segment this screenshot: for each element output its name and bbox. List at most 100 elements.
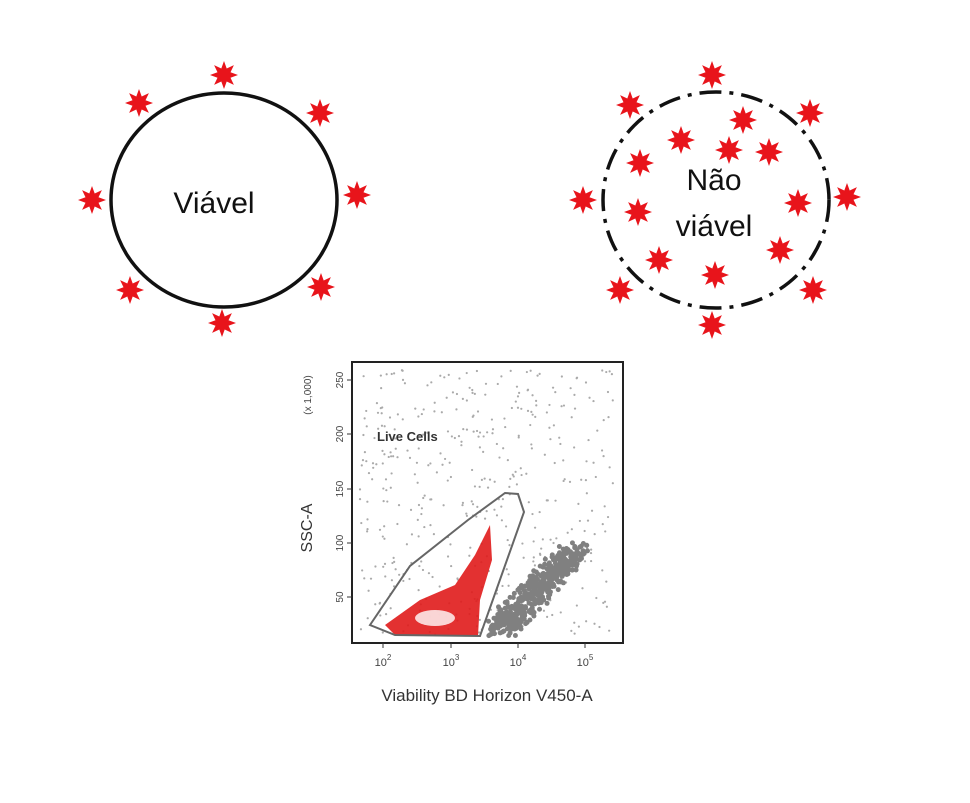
event-dot bbox=[471, 391, 474, 394]
event-dot bbox=[429, 498, 432, 501]
event-dot bbox=[478, 485, 481, 488]
event-dot bbox=[398, 573, 401, 576]
event-dot bbox=[443, 457, 447, 461]
dead-cell-dot bbox=[504, 615, 510, 621]
event-dot bbox=[435, 471, 438, 474]
dead-cell-dot bbox=[569, 540, 575, 546]
event-dot bbox=[363, 577, 366, 580]
y-axis-multiplier: (x 1,000) bbox=[303, 375, 314, 414]
event-dot bbox=[568, 480, 572, 483]
event-dot bbox=[427, 572, 431, 575]
event-dot bbox=[473, 485, 477, 488]
event-dot bbox=[525, 370, 528, 374]
event-dot bbox=[367, 471, 371, 475]
dead-cell-dot bbox=[530, 573, 536, 579]
event-dot bbox=[605, 580, 608, 583]
y-tick-label: 250 bbox=[335, 371, 346, 388]
dead-cell-dot bbox=[580, 551, 586, 557]
event-dot bbox=[563, 478, 566, 481]
event-dot bbox=[449, 475, 453, 479]
event-dot bbox=[458, 377, 461, 380]
event-dot bbox=[393, 560, 396, 563]
event-dot bbox=[475, 429, 479, 433]
dead-cell-dot bbox=[512, 633, 518, 639]
event-dot bbox=[500, 505, 503, 508]
dead-cell-dot bbox=[504, 600, 510, 606]
x-tick-label: 102 bbox=[375, 653, 392, 669]
event-dot bbox=[373, 436, 376, 440]
event-dot bbox=[546, 499, 549, 502]
event-dot bbox=[584, 381, 588, 384]
event-dot bbox=[390, 472, 393, 475]
event-dot bbox=[378, 528, 382, 531]
y-tick-label: 50 bbox=[335, 591, 346, 603]
event-dot bbox=[358, 498, 362, 501]
event-dot bbox=[521, 542, 524, 545]
event-dot bbox=[560, 375, 563, 378]
dead-cell-dot bbox=[529, 589, 535, 595]
dead-cell-dot bbox=[584, 542, 590, 548]
event-dot bbox=[590, 509, 594, 512]
event-dot bbox=[602, 601, 605, 604]
event-dot bbox=[566, 531, 569, 534]
dead-cell-dot bbox=[489, 623, 495, 629]
event-dot bbox=[446, 430, 450, 433]
dye-star-icon bbox=[698, 311, 726, 339]
dead-cell-dot bbox=[560, 567, 566, 573]
event-dot bbox=[418, 434, 421, 437]
event-dot bbox=[386, 500, 389, 503]
dead-cell-dot bbox=[548, 582, 554, 588]
dead-cell-dot bbox=[527, 577, 533, 583]
event-dot bbox=[484, 393, 487, 396]
event-dot bbox=[396, 413, 399, 416]
event-dot bbox=[527, 501, 530, 504]
event-dot bbox=[509, 477, 512, 480]
event-dot bbox=[477, 631, 481, 634]
dead-cell-dot bbox=[569, 567, 575, 573]
event-dot bbox=[608, 466, 611, 469]
event-dot bbox=[380, 412, 383, 415]
event-dot bbox=[546, 615, 549, 619]
event-dot bbox=[414, 407, 417, 410]
event-dot bbox=[429, 524, 432, 527]
event-dot bbox=[540, 547, 543, 550]
event-dot bbox=[580, 478, 583, 481]
event-dot bbox=[502, 447, 505, 450]
event-dot bbox=[379, 614, 382, 617]
event-dot bbox=[421, 568, 425, 572]
event-dot bbox=[536, 374, 539, 377]
event-dot bbox=[541, 538, 544, 541]
event-dot bbox=[461, 504, 464, 507]
event-dot bbox=[393, 372, 396, 375]
dead-cell-dot bbox=[514, 616, 520, 622]
dead-cell-dot bbox=[537, 606, 543, 612]
event-dot bbox=[389, 451, 392, 454]
event-dot bbox=[500, 519, 503, 522]
event-dot bbox=[562, 479, 565, 483]
dead-cell-dot bbox=[489, 631, 495, 637]
event-dot bbox=[366, 500, 369, 503]
event-dot bbox=[450, 435, 453, 438]
dye-star-icon bbox=[715, 136, 743, 164]
event-dot bbox=[519, 467, 522, 470]
event-dot bbox=[484, 382, 488, 385]
dead-cell-dot bbox=[516, 610, 522, 616]
event-dot bbox=[410, 533, 414, 536]
event-dot bbox=[379, 374, 382, 377]
event-dot bbox=[570, 416, 573, 419]
event-dot bbox=[533, 564, 537, 567]
event-dot bbox=[577, 625, 580, 628]
event-dot bbox=[392, 455, 395, 458]
event-dot bbox=[401, 369, 404, 372]
event-dot bbox=[376, 411, 380, 414]
event-dot bbox=[552, 424, 555, 427]
event-dot bbox=[508, 485, 511, 488]
viable-cell-membrane bbox=[109, 91, 339, 309]
event-dot bbox=[379, 407, 382, 410]
event-dot bbox=[605, 605, 608, 608]
event-dot bbox=[469, 546, 472, 549]
dead-cell-dot bbox=[565, 564, 571, 570]
event-dot bbox=[543, 453, 546, 456]
event-dot bbox=[360, 521, 363, 525]
dye-star-icon bbox=[616, 91, 644, 119]
